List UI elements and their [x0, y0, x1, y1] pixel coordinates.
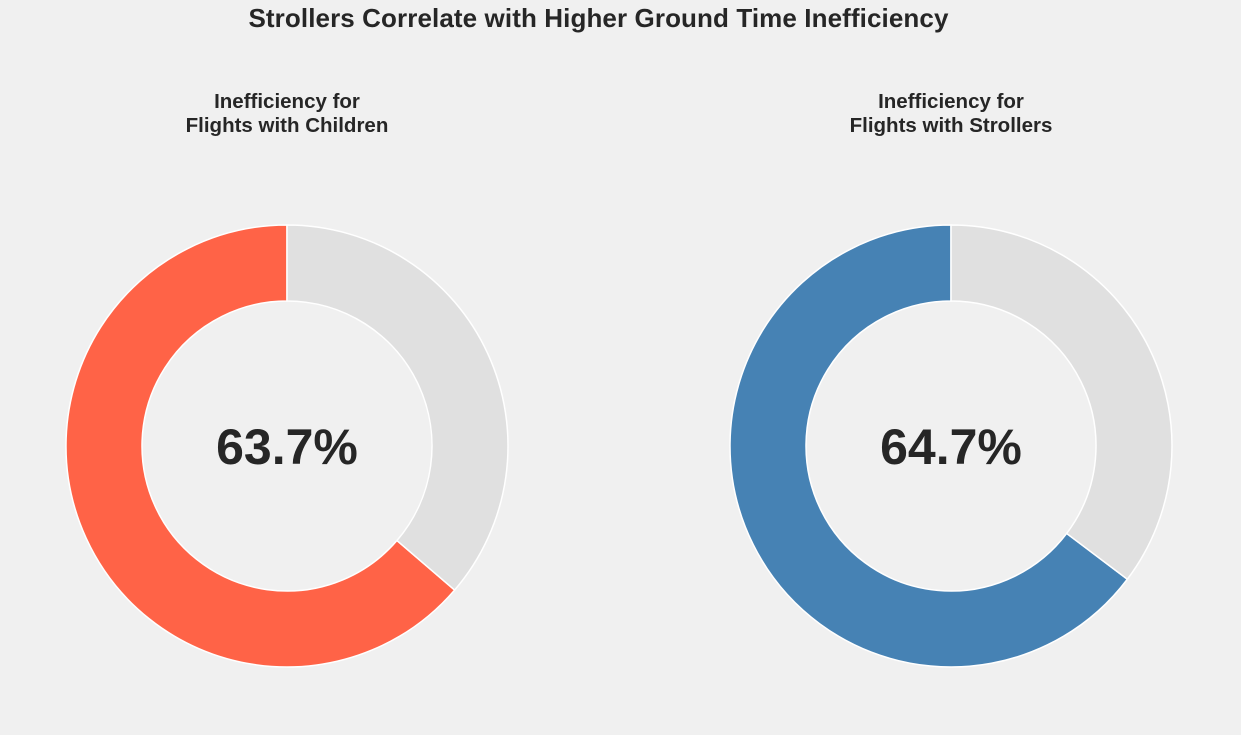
donut-slice-remainder [950, 224, 1173, 581]
chart-title-line: Inefficiency for [214, 90, 360, 113]
center-percentage-label: 64.7% [880, 419, 1022, 475]
chart-panel-children: Inefficiency for Flights with Children 6… [57, 90, 517, 690]
chart-panel-strollers: Inefficiency for Flights with Strollers … [721, 90, 1181, 690]
chart-title-strollers: Inefficiency for Flights with Strollers [721, 90, 1181, 138]
figure-title: Strollers Correlate with Higher Ground T… [248, 3, 949, 33]
chart-title-line: Flights with Children [185, 114, 389, 137]
chart-title-line: Inefficiency for [878, 90, 1024, 113]
donut-slice-inefficient [729, 224, 1129, 668]
donut-slice-inefficient [65, 224, 456, 668]
chart-title-line: Flights with Strollers [849, 114, 1053, 137]
donut-chart-children: 63.7% [65, 224, 509, 668]
center-percentage-label: 63.7% [216, 419, 358, 475]
chart-title-children: Inefficiency for Flights with Children [57, 90, 517, 138]
donut-chart-strollers: 64.7% [729, 224, 1173, 668]
donut-slice-remainder [286, 224, 509, 592]
